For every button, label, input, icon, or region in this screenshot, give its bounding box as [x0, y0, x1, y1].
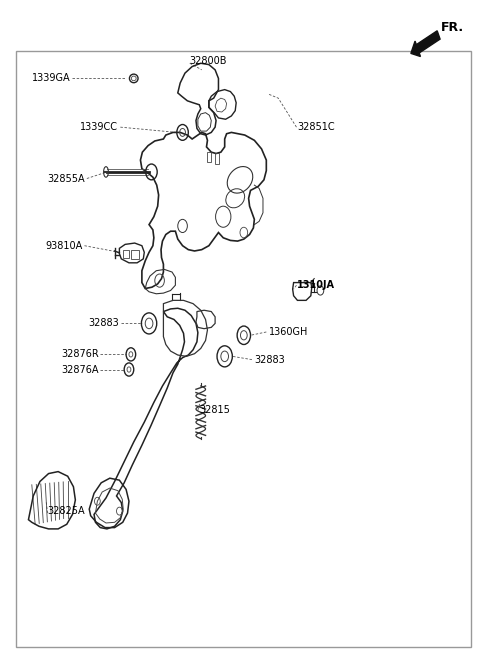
Text: 32876R: 32876R	[61, 349, 99, 359]
Text: 32883: 32883	[254, 354, 285, 364]
Text: 32883: 32883	[89, 318, 120, 329]
Text: 32851C: 32851C	[298, 122, 335, 132]
Text: 1339GA: 1339GA	[32, 73, 70, 82]
Text: 1360GH: 1360GH	[269, 327, 308, 337]
FancyBboxPatch shape	[16, 51, 471, 647]
Text: FR.: FR.	[441, 20, 464, 34]
Text: 32876A: 32876A	[61, 364, 99, 374]
Text: 32815: 32815	[199, 405, 230, 415]
Text: 93810A: 93810A	[46, 241, 83, 251]
FancyArrow shape	[411, 31, 440, 57]
Text: 1339CC: 1339CC	[80, 122, 118, 132]
Text: 1310JA: 1310JA	[298, 280, 336, 290]
Text: 32855A: 32855A	[47, 174, 84, 183]
Text: 32800B: 32800B	[190, 56, 227, 66]
Text: 32825A: 32825A	[48, 506, 85, 516]
